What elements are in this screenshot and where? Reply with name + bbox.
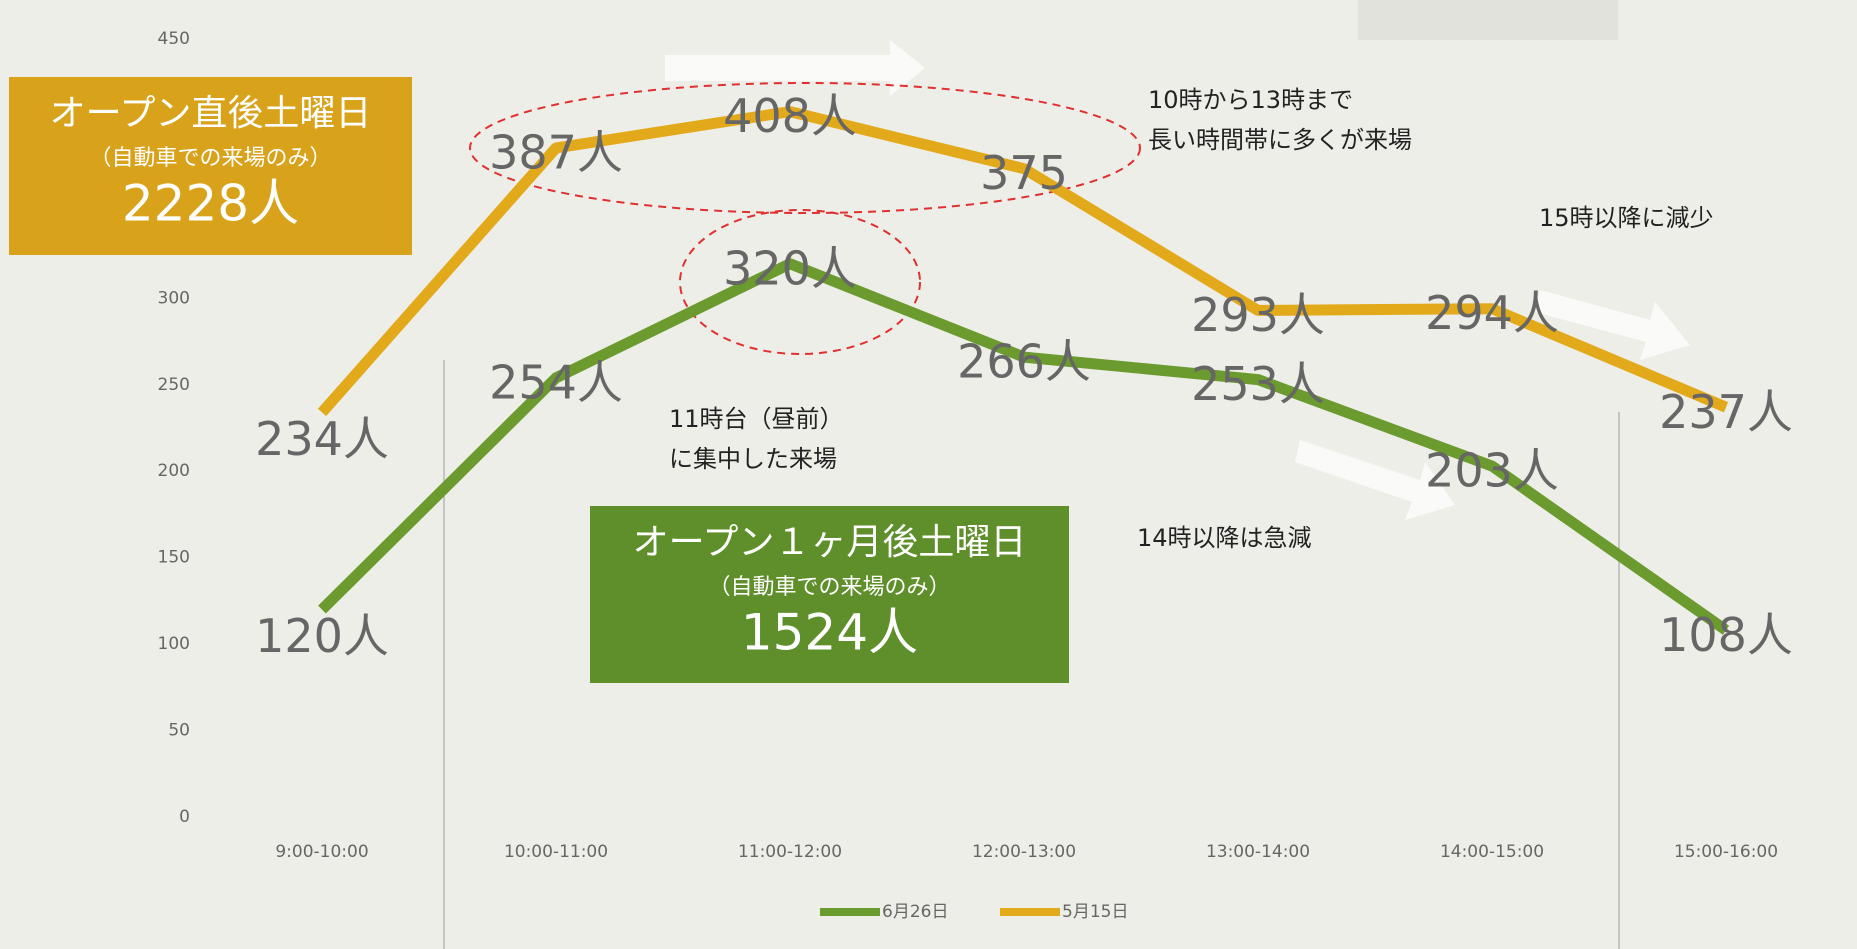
y-tick-label: 0 [179,807,190,827]
y-tick-label: 50 [168,721,190,741]
summary-text: 2228人 [122,175,299,233]
legend-label: 5月15日 [1062,902,1128,922]
summary-text: オープン直後土曜日 [50,93,372,134]
summary-box [590,506,1069,683]
highlight-ellipse [469,82,1141,214]
data-label: 234人 [255,412,389,466]
y-tick-label: 150 [158,548,190,568]
data-label: 120人 [255,609,389,663]
x-tick-label: 14:00-15:00 [1440,842,1544,862]
y-tick-label: 200 [158,461,190,481]
x-tick-label: 15:00-16:00 [1674,842,1778,862]
data-label: 320人 [723,241,857,295]
x-tick-label: 11:00-12:00 [738,842,842,862]
data-label: 203人 [1425,444,1559,498]
data-label: 294人 [1425,286,1559,340]
data-label: 108人 [1659,608,1793,662]
annotation: 長い時間帯に多くが来場 [1148,126,1412,154]
arrow [1295,440,1455,520]
highlight-ellipse [679,209,921,355]
summary-text: （自動車での来場のみ） [89,146,331,171]
x-tick-label: 12:00-13:00 [972,842,1076,862]
data-label: 408人 [723,89,857,143]
data-line [317,106,1729,417]
summary-text: オープン１ヶ月後土曜日 [633,522,1027,563]
summary-box [9,77,412,255]
data-label: 387人 [489,125,623,179]
data-label: 375 [980,146,1068,200]
data-line [318,258,1730,635]
annotation: 11時台（昼前） [669,405,844,433]
data-label: 237人 [1659,385,1793,439]
y-tick-label: 450 [158,29,190,49]
arrow [665,40,925,96]
arrow [1535,290,1690,360]
y-tick-label: 250 [158,375,190,395]
annotation: に集中した来場 [669,445,837,473]
annotation: 10時から13時まで [1148,86,1353,114]
y-tick-label: 100 [158,634,190,654]
illustration-placeholder [1358,0,1618,40]
x-tick-label: 13:00-14:00 [1206,842,1310,862]
y-tick-label: 300 [158,288,190,308]
annotation: 15時以降に減少 [1539,204,1714,232]
annotation: 14時以降は急減 [1137,524,1312,552]
data-label: 266人 [957,335,1091,389]
x-tick-label: 10:00-11:00 [504,842,608,862]
x-tick-label: 9:00-10:00 [275,842,368,862]
data-label: 253人 [1191,357,1325,411]
summary-text: 1524人 [741,604,918,662]
legend-label: 6月26日 [882,902,948,922]
data-label: 293人 [1191,288,1325,342]
data-label: 254人 [489,355,623,409]
summary-text: （自動車での来場のみ） [708,575,950,600]
